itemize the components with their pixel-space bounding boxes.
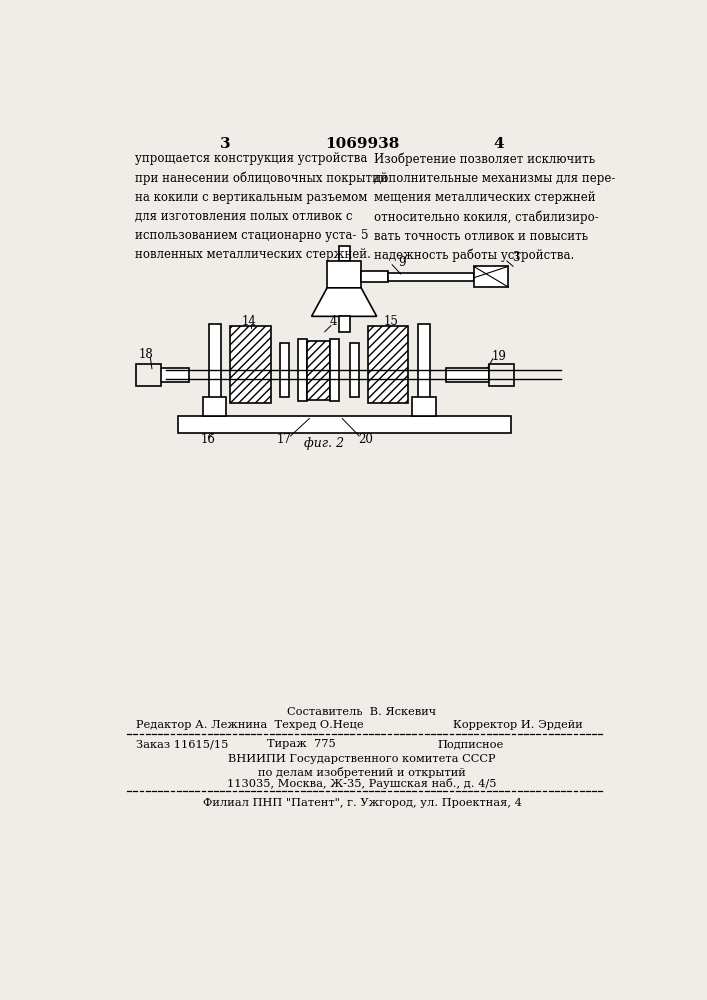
Bar <box>339 246 349 261</box>
Text: 113035, Москва, Ж-35, Раушская наб., д. 4/5: 113035, Москва, Ж-35, Раушская наб., д. … <box>227 778 497 789</box>
Bar <box>327 261 361 288</box>
Bar <box>361 271 388 282</box>
Bar <box>209 324 221 409</box>
Bar <box>146 368 189 382</box>
Text: Корректор И. Эрдейи: Корректор И. Эрдейи <box>452 720 583 730</box>
Bar <box>298 339 307 401</box>
Text: 5: 5 <box>361 229 368 242</box>
Bar <box>446 368 489 382</box>
Bar <box>177 416 510 433</box>
Text: 3: 3 <box>221 137 231 151</box>
Bar <box>349 343 359 397</box>
Bar <box>203 397 226 416</box>
Bar <box>280 343 289 397</box>
Text: 14: 14 <box>241 315 256 328</box>
Bar <box>489 364 514 386</box>
Text: 4: 4 <box>493 137 504 151</box>
Text: 19: 19 <box>491 350 506 363</box>
Text: упрощается конструкция устройства
при нанесении облицовочных покрытий
на кокили : упрощается конструкция устройства при на… <box>135 152 387 261</box>
Bar <box>474 266 508 287</box>
Text: Редактор А. Лежнина  Техред О.Неце: Редактор А. Лежнина Техред О.Неце <box>136 720 364 730</box>
Text: фиг. 2: фиг. 2 <box>304 437 344 450</box>
Bar <box>388 273 474 281</box>
Bar <box>230 326 271 403</box>
Text: 3: 3 <box>513 251 520 264</box>
Text: 16: 16 <box>201 433 216 446</box>
Text: Заказ 11615/15: Заказ 11615/15 <box>136 739 229 749</box>
Text: 15: 15 <box>383 315 398 328</box>
Text: Составитель  В. Яскевич: Составитель В. Яскевич <box>287 707 436 717</box>
Text: 1069938: 1069938 <box>325 137 399 151</box>
Text: Тираж  775: Тираж 775 <box>267 739 335 749</box>
Text: ВНИИПИ Государственного комитета СССР: ВНИИПИ Государственного комитета СССР <box>228 754 496 764</box>
Bar <box>412 397 436 416</box>
Text: 20: 20 <box>358 433 373 446</box>
Text: 9: 9 <box>399 256 406 269</box>
Text: 17: 17 <box>276 433 291 446</box>
Bar <box>418 324 430 409</box>
Text: 18: 18 <box>139 348 154 361</box>
Text: Изобретение позволяет исключить
дополнительные механизмы для пере-
мещения метал: Изобретение позволяет исключить дополнит… <box>373 152 615 262</box>
Bar <box>136 364 161 386</box>
Bar <box>330 339 339 401</box>
Text: 4: 4 <box>329 315 337 328</box>
Bar <box>368 326 409 403</box>
Text: Филиал ПНП "Патент", г. Ужгород, ул. Проектная, 4: Филиал ПНП "Патент", г. Ужгород, ул. Про… <box>202 798 521 808</box>
Text: Подписное: Подписное <box>437 739 503 749</box>
Bar <box>307 341 330 400</box>
Text: по делам изобретений и открытий: по делам изобретений и открытий <box>258 767 466 778</box>
Bar <box>339 316 349 332</box>
Polygon shape <box>312 288 377 316</box>
